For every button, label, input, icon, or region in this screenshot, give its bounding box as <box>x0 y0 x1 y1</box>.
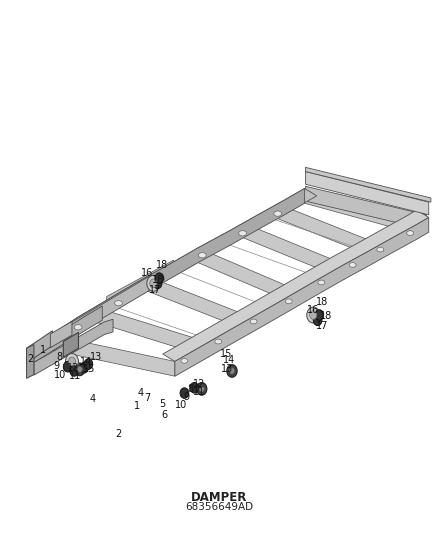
Ellipse shape <box>377 247 384 252</box>
Circle shape <box>180 388 189 398</box>
Polygon shape <box>50 321 72 348</box>
Ellipse shape <box>181 359 188 364</box>
Polygon shape <box>175 217 429 376</box>
Text: 1: 1 <box>40 345 46 355</box>
Text: 13: 13 <box>221 365 233 374</box>
Text: 10: 10 <box>175 400 187 410</box>
Text: 17: 17 <box>316 320 328 330</box>
Text: 2: 2 <box>116 429 122 439</box>
Text: 15: 15 <box>220 349 233 359</box>
Text: 2: 2 <box>27 354 33 364</box>
Polygon shape <box>304 189 423 236</box>
Circle shape <box>77 366 82 373</box>
Polygon shape <box>305 187 427 230</box>
Text: 14: 14 <box>223 356 235 366</box>
Ellipse shape <box>74 325 82 330</box>
Ellipse shape <box>250 319 257 324</box>
Circle shape <box>197 383 207 395</box>
Polygon shape <box>198 248 299 305</box>
Text: 8: 8 <box>187 384 193 394</box>
Text: 10: 10 <box>54 369 67 379</box>
Polygon shape <box>34 319 113 375</box>
Polygon shape <box>95 307 208 357</box>
Circle shape <box>68 357 75 366</box>
Polygon shape <box>51 189 317 342</box>
Circle shape <box>313 315 322 326</box>
Polygon shape <box>51 189 304 350</box>
Text: 8: 8 <box>56 352 62 362</box>
Circle shape <box>80 362 88 373</box>
Ellipse shape <box>215 339 222 344</box>
Text: 4: 4 <box>90 394 96 405</box>
Circle shape <box>230 368 235 374</box>
Polygon shape <box>305 172 429 215</box>
Circle shape <box>147 276 160 292</box>
Text: 14: 14 <box>80 358 92 367</box>
Text: 12: 12 <box>67 363 79 373</box>
Circle shape <box>70 366 78 376</box>
Text: 18: 18 <box>320 311 332 320</box>
Polygon shape <box>278 204 380 260</box>
Text: 18: 18 <box>316 297 328 308</box>
Text: 18: 18 <box>156 260 168 270</box>
Circle shape <box>315 310 324 320</box>
Polygon shape <box>148 277 252 332</box>
Circle shape <box>153 278 162 289</box>
Text: 11: 11 <box>194 387 206 397</box>
Ellipse shape <box>198 253 206 258</box>
Circle shape <box>74 363 85 376</box>
Ellipse shape <box>285 299 292 304</box>
Ellipse shape <box>406 231 413 236</box>
Text: 15: 15 <box>83 365 95 374</box>
Text: 11: 11 <box>69 371 81 381</box>
Polygon shape <box>163 210 429 361</box>
Polygon shape <box>243 223 344 279</box>
Circle shape <box>199 386 204 392</box>
Ellipse shape <box>274 211 282 216</box>
Polygon shape <box>51 335 175 376</box>
Text: 4: 4 <box>137 388 143 398</box>
Polygon shape <box>27 331 53 363</box>
Polygon shape <box>106 260 173 311</box>
Circle shape <box>66 353 78 369</box>
Polygon shape <box>34 306 102 362</box>
Text: DAMPER: DAMPER <box>191 491 247 504</box>
Text: 1: 1 <box>134 401 140 411</box>
Circle shape <box>84 359 93 369</box>
Polygon shape <box>64 333 78 357</box>
Text: 12: 12 <box>192 379 205 389</box>
Text: 17: 17 <box>149 285 162 295</box>
Text: 9: 9 <box>53 361 59 370</box>
Polygon shape <box>27 344 34 378</box>
Circle shape <box>155 273 164 284</box>
Text: 16: 16 <box>307 305 319 315</box>
Text: 9: 9 <box>184 392 190 402</box>
Circle shape <box>150 279 157 288</box>
Text: 18: 18 <box>152 274 164 285</box>
Circle shape <box>190 383 199 393</box>
Ellipse shape <box>349 263 356 267</box>
Ellipse shape <box>239 231 247 236</box>
Circle shape <box>227 365 237 377</box>
Text: 68356649AD: 68356649AD <box>185 502 253 512</box>
Text: 7: 7 <box>145 393 151 403</box>
Text: 5: 5 <box>159 399 165 409</box>
Ellipse shape <box>157 276 165 281</box>
Ellipse shape <box>318 280 325 285</box>
Polygon shape <box>34 276 150 359</box>
Circle shape <box>310 311 317 319</box>
Ellipse shape <box>115 301 122 306</box>
Text: 6: 6 <box>161 410 167 420</box>
Text: 13: 13 <box>90 352 102 362</box>
Text: 16: 16 <box>141 268 153 278</box>
Circle shape <box>64 361 72 372</box>
Polygon shape <box>305 167 431 202</box>
Circle shape <box>307 307 320 323</box>
